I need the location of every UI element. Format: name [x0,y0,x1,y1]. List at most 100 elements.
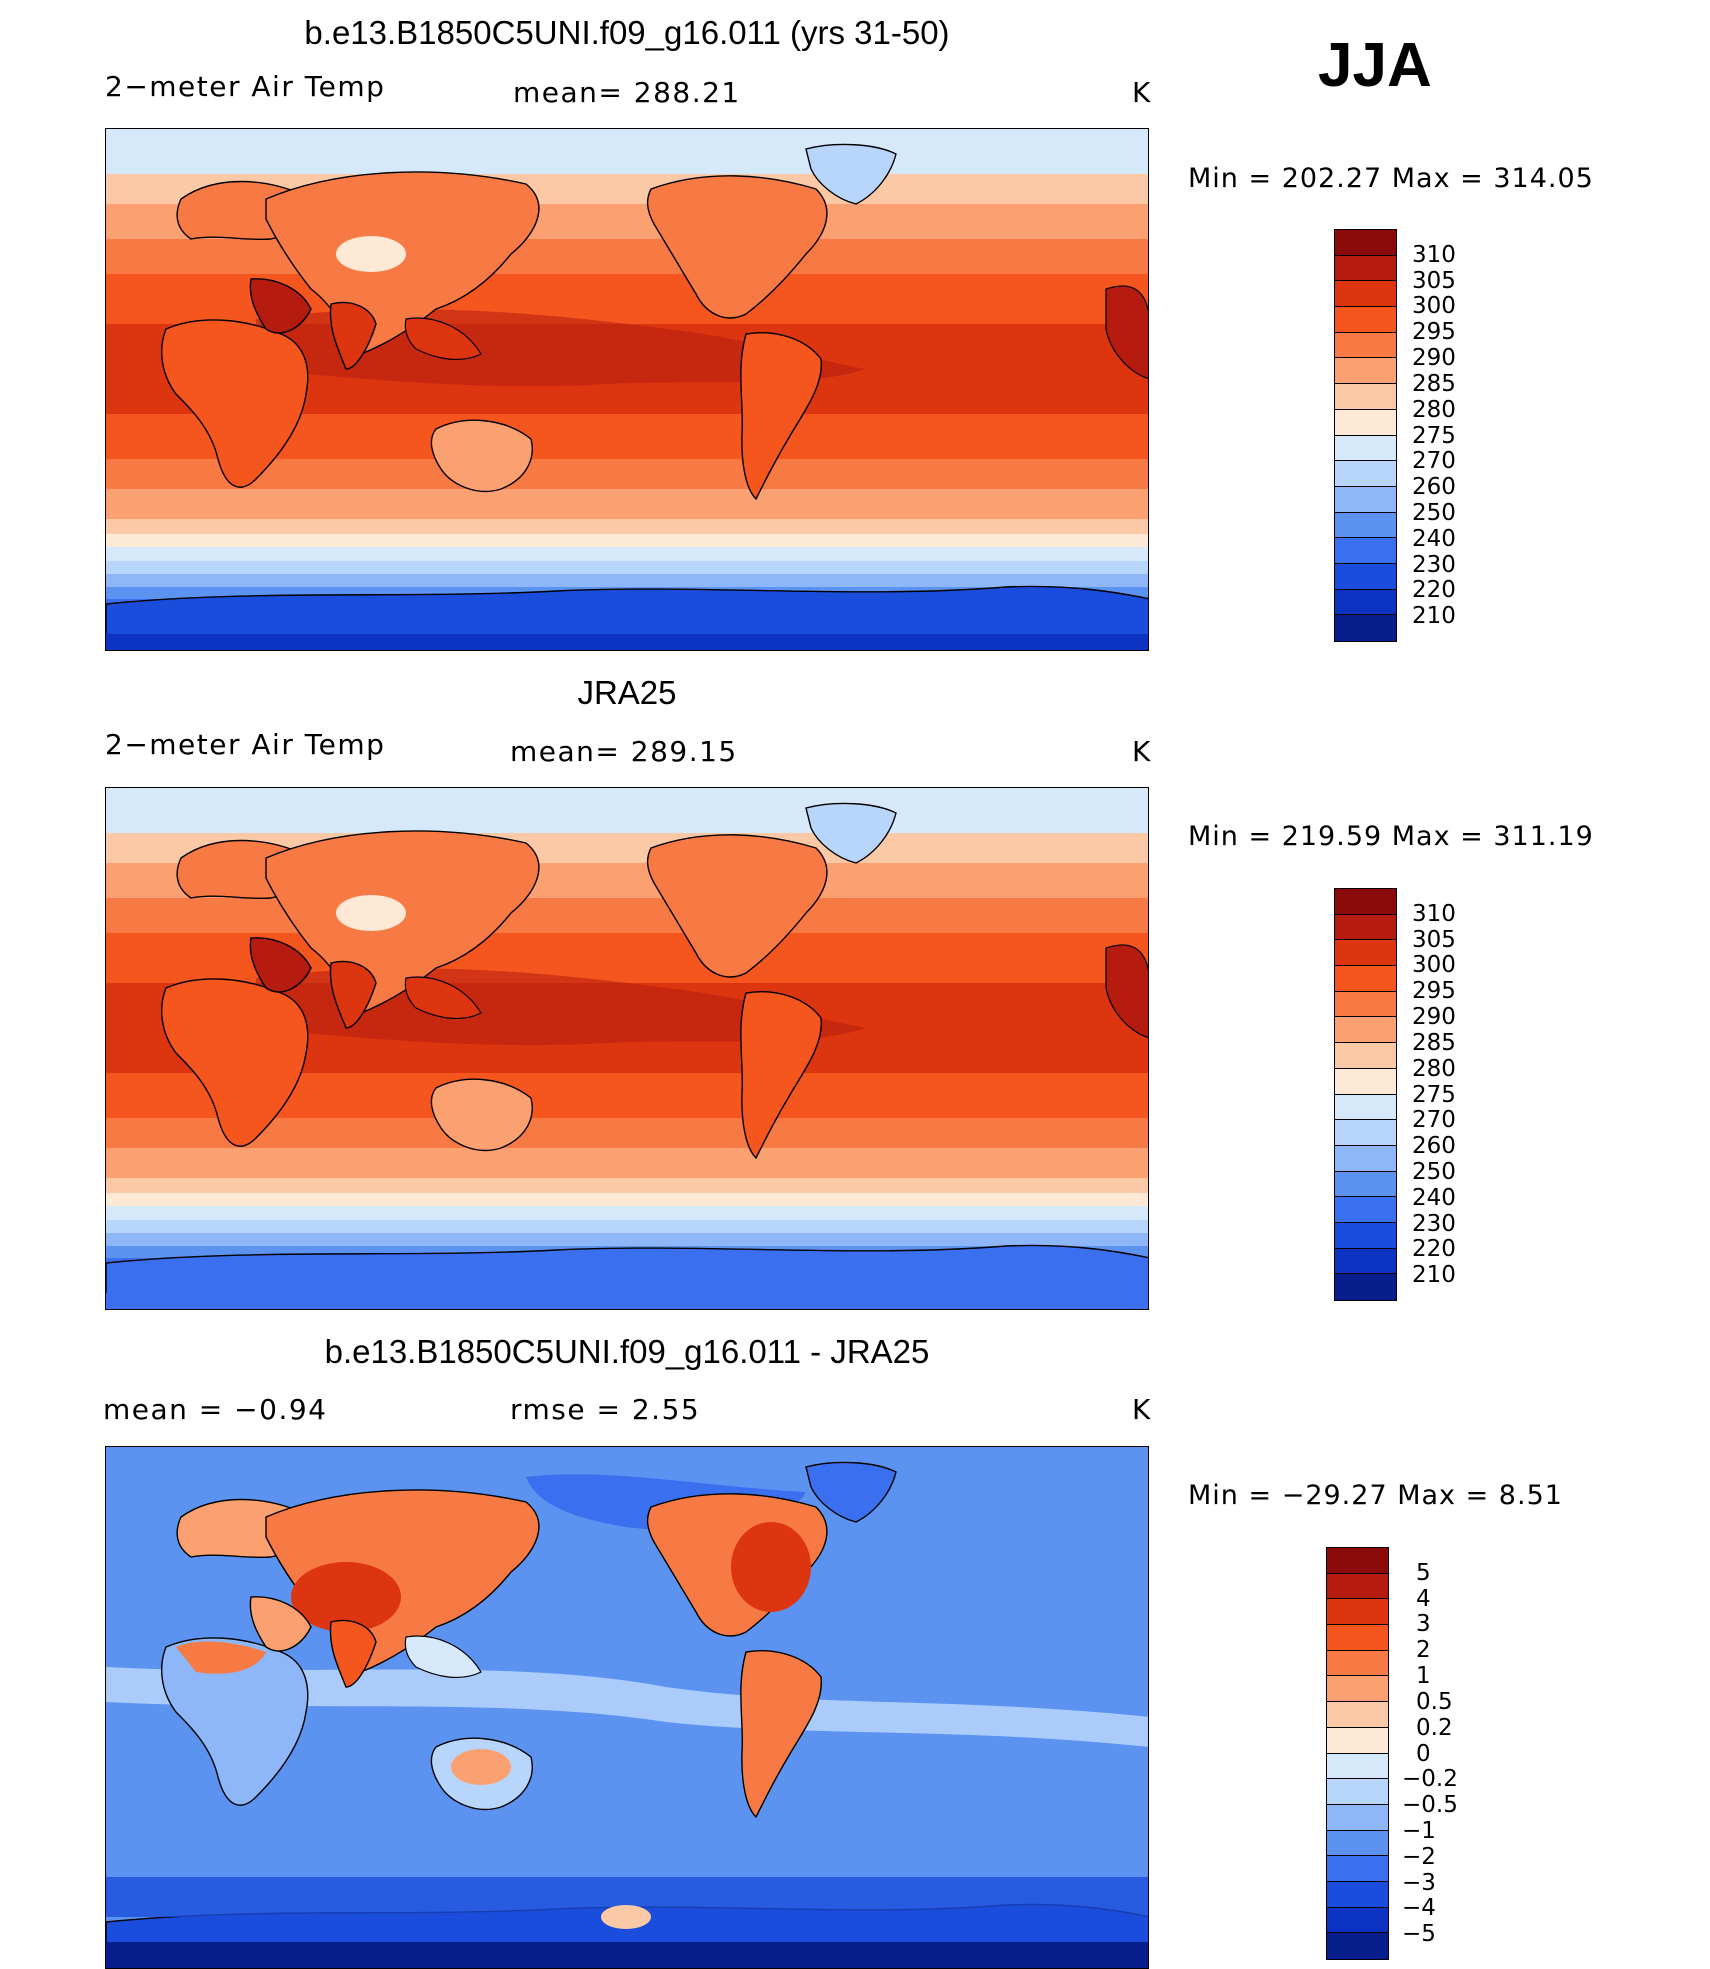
colorbar-tick-label: 1 [1416,1663,1431,1690]
panel-3-minmax: Min = −29.27 Max = 8.51 [1188,1480,1563,1511]
colorbar-tick-label: 310 [1412,241,1456,268]
colorbar-swatch [1335,1043,1396,1069]
latitude-band [106,459,1148,489]
arabia-outline [249,278,312,334]
panel-1-colorbar [1334,229,1397,642]
panel-2-variable-label: 2−meter Air Temp [105,728,386,761]
colorbar-tick-label: 220 [1412,1236,1456,1263]
latitude-band [106,561,1148,574]
colorbar-swatch [1327,1727,1388,1754]
india-outline [329,1619,377,1688]
colorbar-swatch [1335,991,1396,1018]
latitude-band [106,534,1148,547]
latitude-band [106,1178,1148,1193]
colorbar-tick-label: 210 [1412,1262,1456,1289]
greenland-outline [805,802,897,864]
colorbar-swatch [1327,1804,1388,1831]
south-america-outline [740,332,822,501]
colorbar-tick-label: 305 [1412,926,1456,953]
ross-sea-warm [601,1905,651,1929]
colorbar-swatch [1335,358,1396,385]
colorbar-swatch [1335,281,1396,308]
colorbar-swatch [1335,615,1396,641]
colorbar-swatch [1327,1625,1388,1651]
greenland-outline [805,143,897,205]
colorbar-swatch [1335,563,1396,590]
colorbar-tick-label: 0.2 [1416,1714,1453,1741]
latitude-band [106,489,1148,519]
colorbar-swatch [1335,512,1396,539]
colorbar-tick-label: 220 [1412,577,1456,604]
colorbar-swatch [1335,1248,1396,1275]
latitude-band [106,788,1148,833]
colorbar-swatch [1327,1548,1388,1574]
latitude-band [106,1148,1148,1178]
colorbar-tick-label: 4 [1416,1585,1431,1612]
panel-1-units: K [1132,76,1152,109]
colorbar-swatch [1335,435,1396,462]
colorbar-swatch [1327,1753,1388,1780]
colorbar-swatch [1335,1171,1396,1198]
panel-3-colorbar [1326,1547,1389,1960]
antarctic-interior [106,1942,1148,1968]
south-america-outline [740,1650,822,1819]
colorbar-swatch [1335,1120,1396,1146]
panel-1-map [105,128,1149,651]
latitude-band [106,239,1148,274]
arabia-outline [249,937,312,993]
se-asia-outline [404,317,482,360]
colorbar-swatch [1327,1881,1388,1908]
colorbar-swatch [1335,332,1396,359]
colorbar-swatch [1335,1222,1396,1249]
panel-2-units: K [1132,735,1152,768]
panel-1-variable-label: 2−meter Air Temp [105,70,386,103]
colorbar-swatch [1327,1830,1388,1857]
colorbar-tick-label: 230 [1412,1210,1456,1237]
colorbar-tick-label: 285 [1412,370,1456,397]
colorbar-swatch [1335,1145,1396,1172]
latitude-band [106,519,1148,534]
colorbar-tick-label: 0.5 [1416,1688,1453,1715]
colorbar-tick-label: −0.5 [1402,1792,1458,1819]
panel-2-mean-label: mean= 289.15 [510,735,738,768]
latitude-band [106,898,1148,933]
colorbar-tick-label: 210 [1412,603,1456,630]
panel-1-minmax: Min = 202.27 Max = 314.05 [1188,163,1594,194]
panel-3-rmse-label: rmse = 2.55 [510,1393,701,1426]
australia-outline [430,419,533,493]
colorbar-tick-label: 230 [1412,551,1456,578]
latitude-band [106,1193,1148,1206]
panel-1-mean-label: mean= 288.21 [513,76,741,109]
arabia-outline [249,1596,312,1652]
colorbar-tick-label: 3 [1416,1611,1431,1638]
colorbar-tick-label: 275 [1412,1081,1456,1108]
india-outline [329,301,377,370]
colorbar-tick-label: 0 [1416,1740,1431,1767]
colorbar-tick-label: 270 [1412,1107,1456,1134]
colorbar-swatch [1335,940,1396,967]
north-america-outline [646,834,828,978]
colorbar-swatch [1335,1094,1396,1121]
colorbar-tick-label: 285 [1412,1029,1456,1056]
colorbar-tick-label: 250 [1412,1158,1456,1185]
colorbar-swatch [1327,1702,1388,1728]
latitude-band [106,129,1148,174]
sahel-warm [176,1641,266,1674]
colorbar-tick-label: 280 [1412,396,1456,423]
colorbar-swatch [1327,1933,1388,1959]
panel-2-minmax: Min = 219.59 Max = 311.19 [1188,821,1594,852]
colorbar-tick-label: 275 [1412,422,1456,449]
colorbar-swatch [1335,1274,1396,1300]
colorbar-tick-label: 270 [1412,448,1456,475]
panel-1-contour-map [106,129,1148,650]
colorbar-swatch [1335,1068,1396,1095]
colorbar-swatch [1335,589,1396,616]
colorbar-swatch [1335,384,1396,410]
colorbar-tick-label: 305 [1412,267,1456,294]
colorbar-tick-label: 260 [1412,474,1456,501]
colorbar-swatch [1327,1573,1388,1600]
colorbar-swatch [1335,486,1396,513]
latitude-band [106,574,1148,587]
latitude-band [106,1118,1148,1148]
se-asia-outline [404,1635,482,1678]
